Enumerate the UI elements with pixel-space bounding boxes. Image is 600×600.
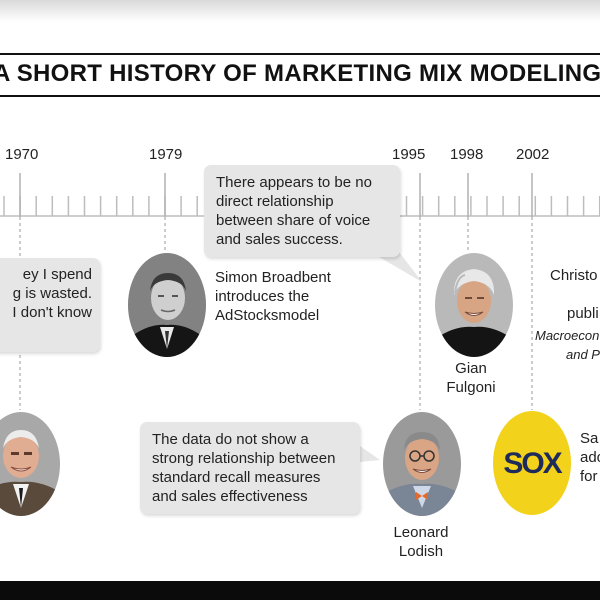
caption-sox: Sa ado for [578, 429, 600, 489]
caption-broadbent: Simon Broadbent introduces the AdStocksm… [215, 268, 331, 325]
caption-christo: Christo publi Macroecon and P [530, 266, 600, 366]
caption-line: ado [580, 449, 600, 466]
year-label-1998: 1998 [450, 146, 484, 163]
caption-line: Fulgoni [446, 379, 496, 396]
caption-line: publi [567, 305, 599, 322]
quote-line: g is wasted. [12, 285, 92, 302]
caption-line: Leonard [393, 524, 449, 541]
quote-line: between share of voice [216, 212, 371, 229]
top-shade [0, 0, 600, 22]
sox-logo [493, 411, 571, 515]
quote-line: ey I spend [22, 266, 92, 283]
quote-line: and sales success. [216, 231, 343, 248]
portrait-leonard-lodish [383, 412, 461, 516]
quote-line: The data do not show a [152, 431, 309, 448]
caption-line: and P [566, 347, 600, 362]
quote-line: I don't know [12, 304, 92, 321]
year-label-1995: 1995 [392, 146, 426, 163]
caption-line: Christo [550, 267, 598, 284]
caption-line: Macroecon [535, 328, 600, 343]
portrait-gian-fulgoni [435, 253, 513, 357]
caption-lodish: Leonard Lodish [381, 523, 461, 561]
year-label-1979: 1979 [149, 146, 183, 163]
quote-bubble-lodish: The data do not show a strong relationsh… [140, 422, 360, 514]
quote-line: standard recall measures [152, 469, 321, 486]
caption-line: Gian [455, 360, 487, 377]
caption-line: Lodish [398, 543, 444, 560]
quote-line: and sales effectiveness [152, 488, 308, 505]
caption-line: for [580, 468, 598, 485]
sox-logo-text: SOX [503, 447, 562, 480]
caption-line: Sa [580, 430, 599, 447]
quote-bubble-wanamaker: ey I spend g is wasted. I don't know [0, 258, 100, 352]
year-label-2002: 2002 [516, 146, 550, 163]
quote-line: direct relationship [216, 193, 334, 210]
footer-bar [0, 581, 600, 600]
year-label-1970: 1970 [5, 146, 39, 163]
page-title: A SHORT HISTORY OF MARKETING MIX MODELIN… [0, 60, 600, 87]
caption-line: introduces the [215, 288, 310, 305]
caption-line: AdStocksmodel [215, 307, 320, 324]
portrait-simon-broadbent [128, 253, 206, 357]
quote-line: strong relationship between [152, 450, 336, 467]
title-rule [0, 53, 600, 97]
quote-line: There appears to be no [216, 174, 372, 191]
quote-bubble-share-of-voice: There appears to be no direct relationsh… [204, 165, 400, 257]
caption-fulgoni: Gian Fulgoni [431, 359, 511, 397]
caption-line: Simon Broadbent [215, 269, 331, 286]
